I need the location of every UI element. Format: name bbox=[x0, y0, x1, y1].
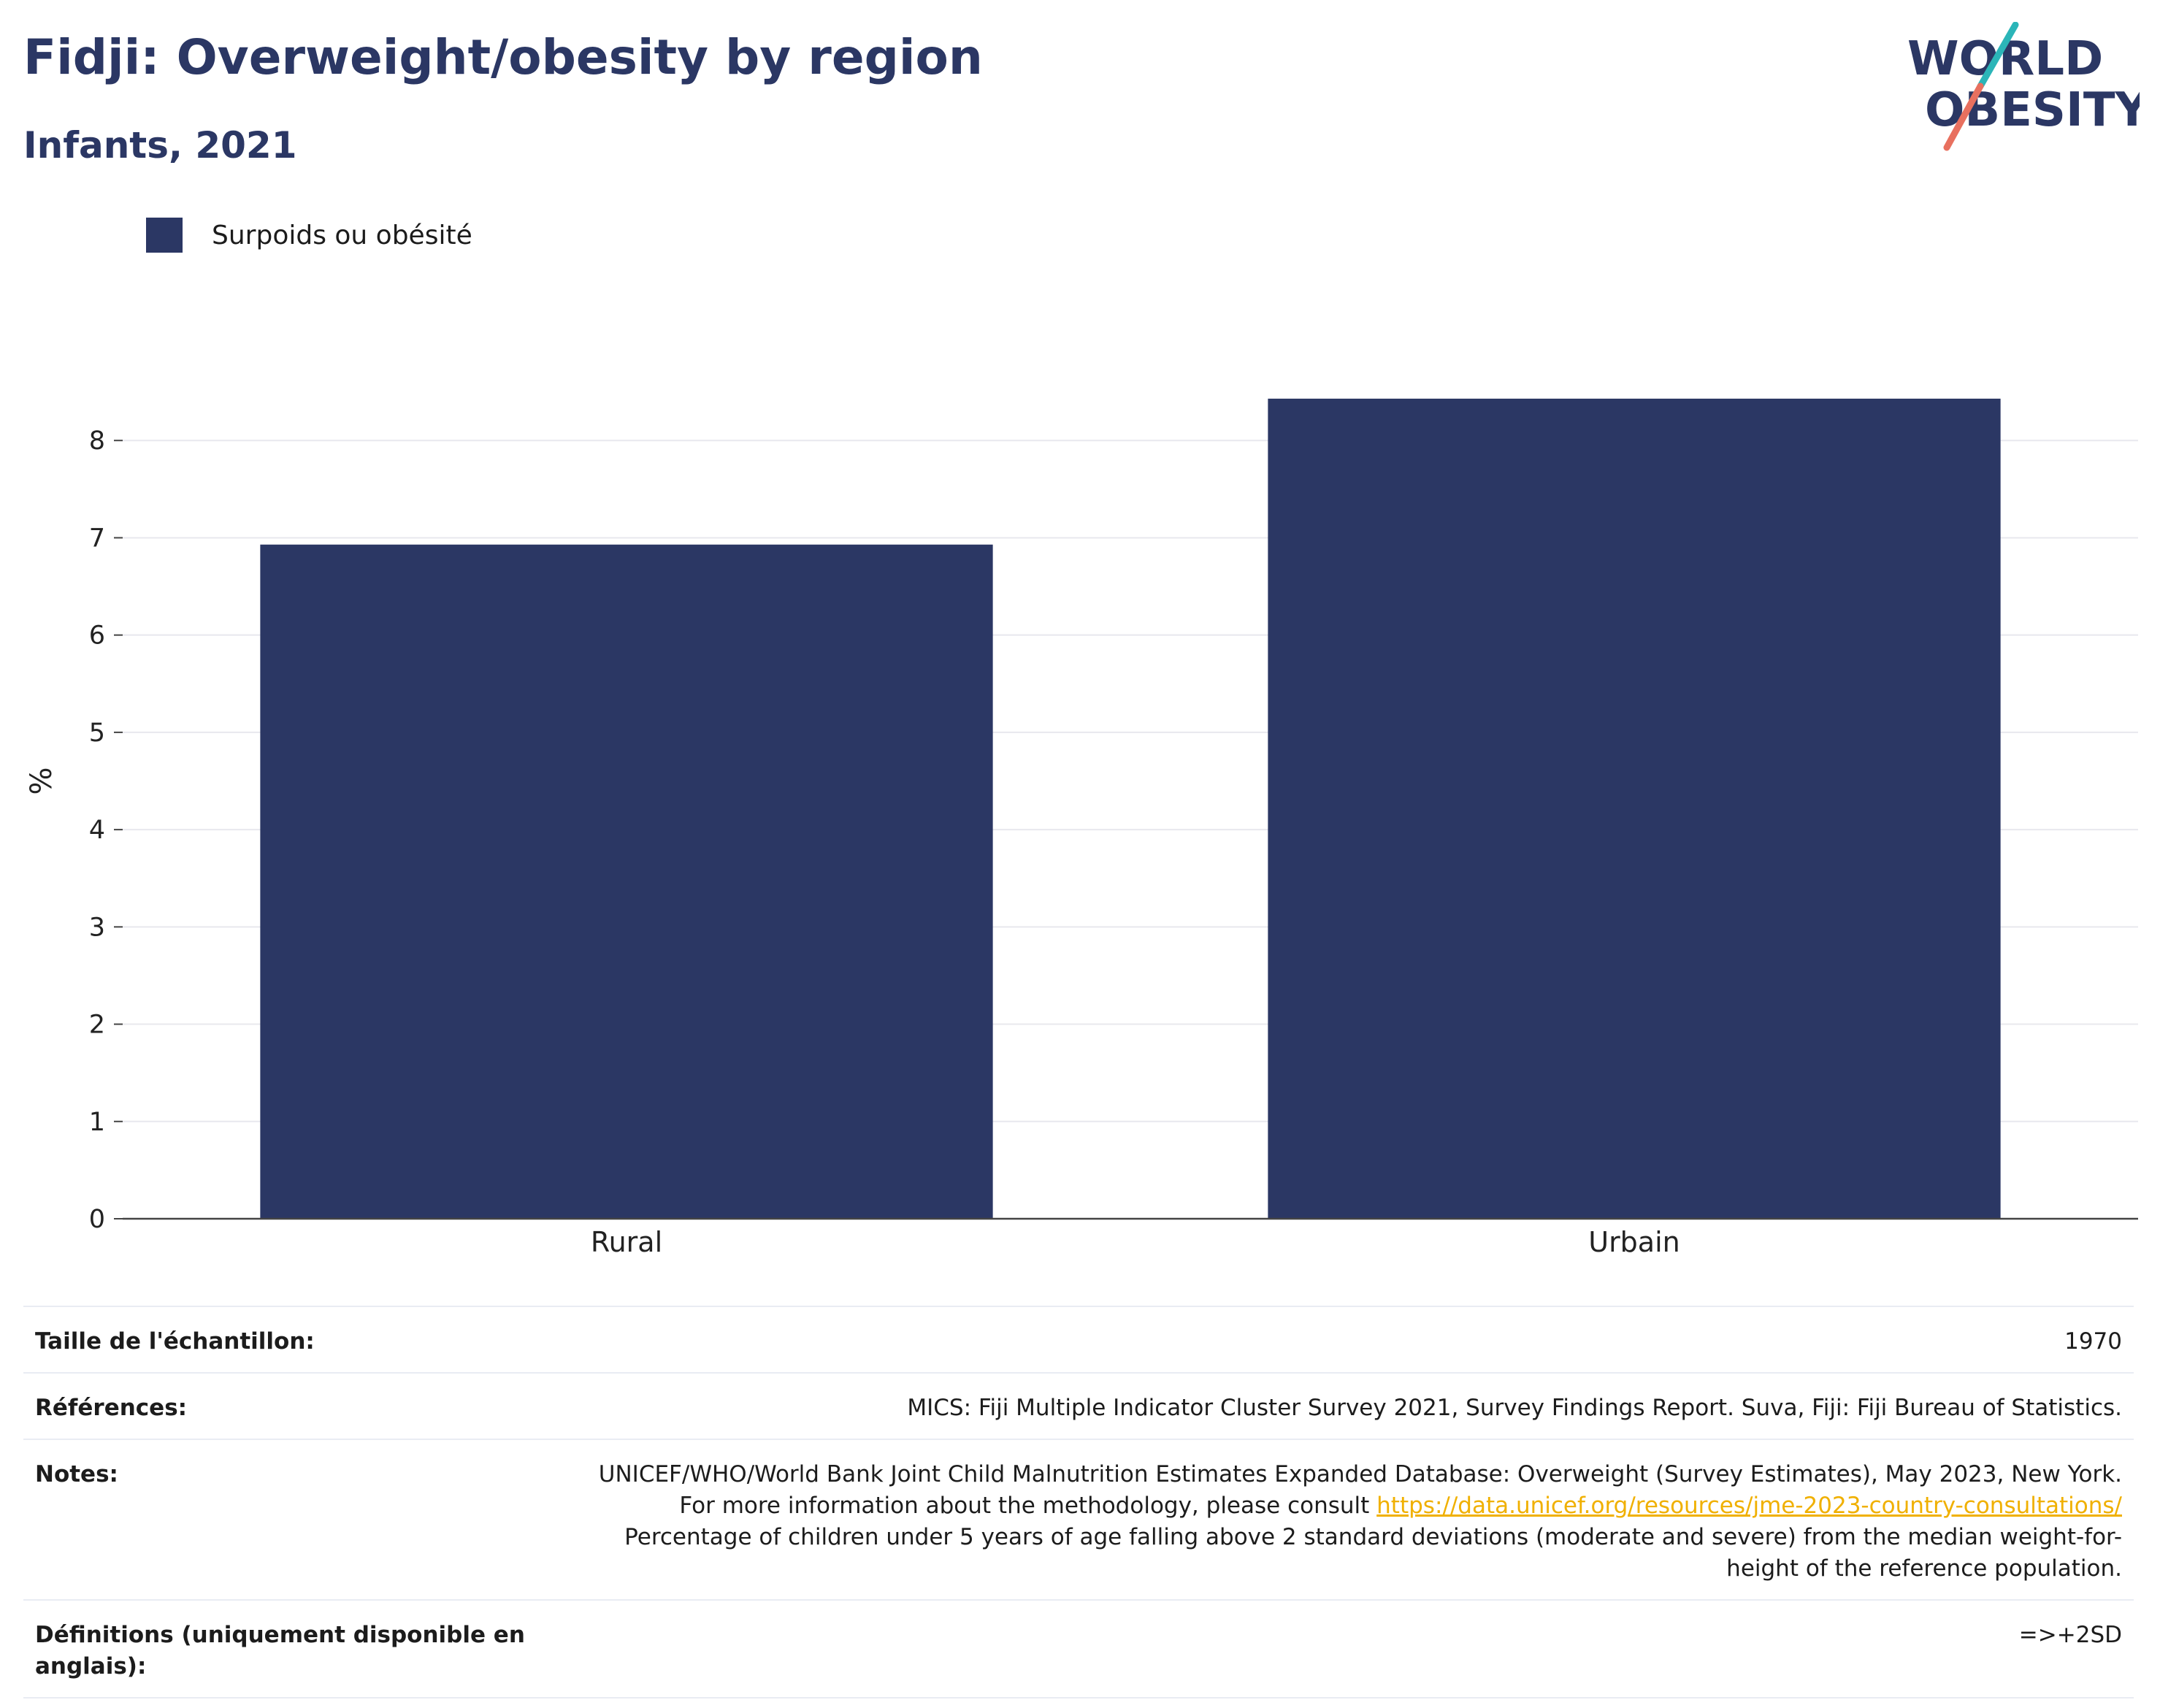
x-category-label: Urbain bbox=[1588, 1226, 1680, 1258]
chart-legend[interactable]: Surpoids ou obésité bbox=[146, 218, 472, 253]
world-obesity-logo: WORLD OBESITY bbox=[1907, 22, 2140, 151]
references-value: MICS: Fiji Multiple Indicator Cluster Su… bbox=[907, 1395, 2122, 1421]
notes-text-2: Percentage of children under 5 years of … bbox=[624, 1524, 2122, 1582]
y-tick-label: 8 bbox=[89, 426, 105, 456]
definitions-value: =>+2SD bbox=[2018, 1622, 2122, 1648]
y-tick-label: 0 bbox=[89, 1205, 105, 1234]
y-tick-label: 5 bbox=[89, 719, 105, 748]
y-axis-label: % bbox=[25, 767, 58, 794]
notes-text-1: UNICEF/WHO/World Bank Joint Child Malnut… bbox=[598, 1461, 2122, 1519]
chart-title: Fidji: Overweight/obesity by region bbox=[23, 29, 983, 85]
info-row-sample: Taille de l'échantillon: 1970 bbox=[23, 1307, 2134, 1374]
info-row-references: Références: MICS: Fiji Multiple Indicato… bbox=[23, 1374, 2134, 1440]
y-tick-label: 6 bbox=[89, 621, 105, 651]
y-tick-label: 4 bbox=[89, 816, 105, 845]
methodology-link[interactable]: https://data.unicef.org/resources/jme-20… bbox=[1376, 1493, 2122, 1519]
y-tick-label: 2 bbox=[89, 1011, 105, 1040]
sample-size-value: 1970 bbox=[2064, 1328, 2122, 1355]
sample-size-label: Taille de l'échantillon: bbox=[35, 1328, 315, 1355]
info-row-notes: Notes: UNICEF/WHO/World Bank Joint Child… bbox=[23, 1440, 2134, 1601]
y-tick-label: 7 bbox=[89, 524, 105, 553]
bar-rural[interactable] bbox=[260, 544, 993, 1219]
logo-slash-teal bbox=[1977, 22, 2019, 90]
notes-label: Notes: bbox=[35, 1461, 118, 1487]
y-tick-label: 3 bbox=[89, 913, 105, 942]
legend-swatch bbox=[146, 218, 183, 253]
info-table: Taille de l'échantillon: 1970 Références… bbox=[23, 1306, 2134, 1699]
bar-chart: 0 1 2 3 4 5 6 7 8 Rural Urbain% bbox=[25, 398, 2138, 1258]
chart-subtitle: Infants, 2021 bbox=[23, 124, 297, 166]
logo-slash-coral bbox=[1943, 83, 1984, 151]
notes-value: UNICEF/WHO/World Bank Joint Child Malnut… bbox=[561, 1459, 2122, 1585]
info-row-definitions: Définitions (uniquement disponible en an… bbox=[23, 1601, 2134, 1699]
x-category-label: Rural bbox=[591, 1226, 662, 1258]
definitions-label: Définitions (uniquement disponible en an… bbox=[35, 1622, 525, 1680]
legend-label: Surpoids ou obésité bbox=[212, 220, 472, 250]
y-tick-label: 1 bbox=[89, 1108, 105, 1137]
references-label: Références: bbox=[35, 1395, 188, 1421]
bar-urbain[interactable] bbox=[1268, 398, 2001, 1219]
